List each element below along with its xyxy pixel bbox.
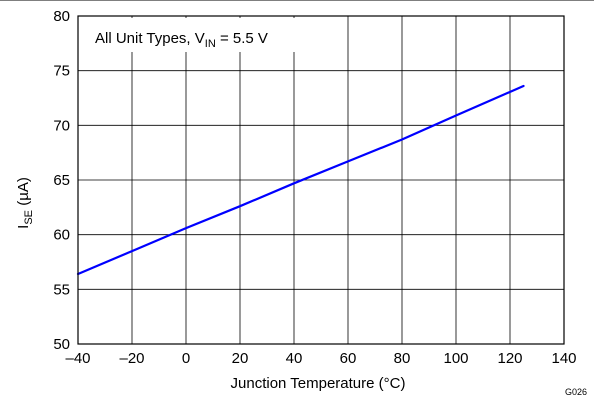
- top-rule: [0, 0, 594, 1]
- grid: [77, 15, 565, 345]
- annotation-text: All Unit Types, VIN = 5.5 V: [95, 30, 268, 50]
- y-tick-label: 50: [53, 336, 70, 353]
- y-tick-label: 60: [53, 227, 70, 244]
- y-tick-label: 70: [53, 117, 70, 134]
- annotation-suffix: = 5.5 V: [216, 30, 268, 47]
- x-tick-label: 80: [394, 350, 411, 367]
- annotation-sub: IN: [205, 38, 216, 50]
- y-axis-label: ISE (µA): [15, 177, 35, 229]
- y-tick-label: 75: [53, 63, 70, 80]
- y-axis-label-main: I: [15, 225, 32, 229]
- x-tick-label: 20: [232, 350, 249, 367]
- figure-code: G026: [565, 387, 587, 397]
- x-tick-label: 40: [286, 350, 303, 367]
- x-tick-label: –40: [65, 350, 90, 367]
- y-axis-label-sub: SE: [23, 210, 35, 225]
- x-tick-label: 140: [551, 350, 576, 367]
- y-tick-label: 65: [53, 172, 70, 189]
- x-tick-label: 0: [182, 350, 190, 367]
- y-tick-labels: 50 55 60 65 70 75 80: [53, 8, 70, 353]
- x-tick-labels: –40 –20 0 20 40 60 80 100 120 140: [65, 350, 576, 367]
- plot-frame: [77, 15, 565, 345]
- annotation-prefix: All Unit Types, V: [95, 30, 205, 47]
- y-axis-label-unit: (µA): [15, 177, 32, 210]
- y-tick-label: 55: [53, 281, 70, 298]
- x-tick-label: 60: [340, 350, 357, 367]
- series-layer: [76, 84, 525, 276]
- x-axis-label: Junction Temperature (°C): [231, 375, 406, 392]
- y-tick-label: 80: [53, 8, 70, 25]
- x-tick-label: 120: [497, 350, 522, 367]
- x-tick-label: –20: [119, 350, 144, 367]
- annotation-box: [82, 18, 342, 52]
- series-line-0: [76, 84, 525, 276]
- x-tick-label: 100: [443, 350, 468, 367]
